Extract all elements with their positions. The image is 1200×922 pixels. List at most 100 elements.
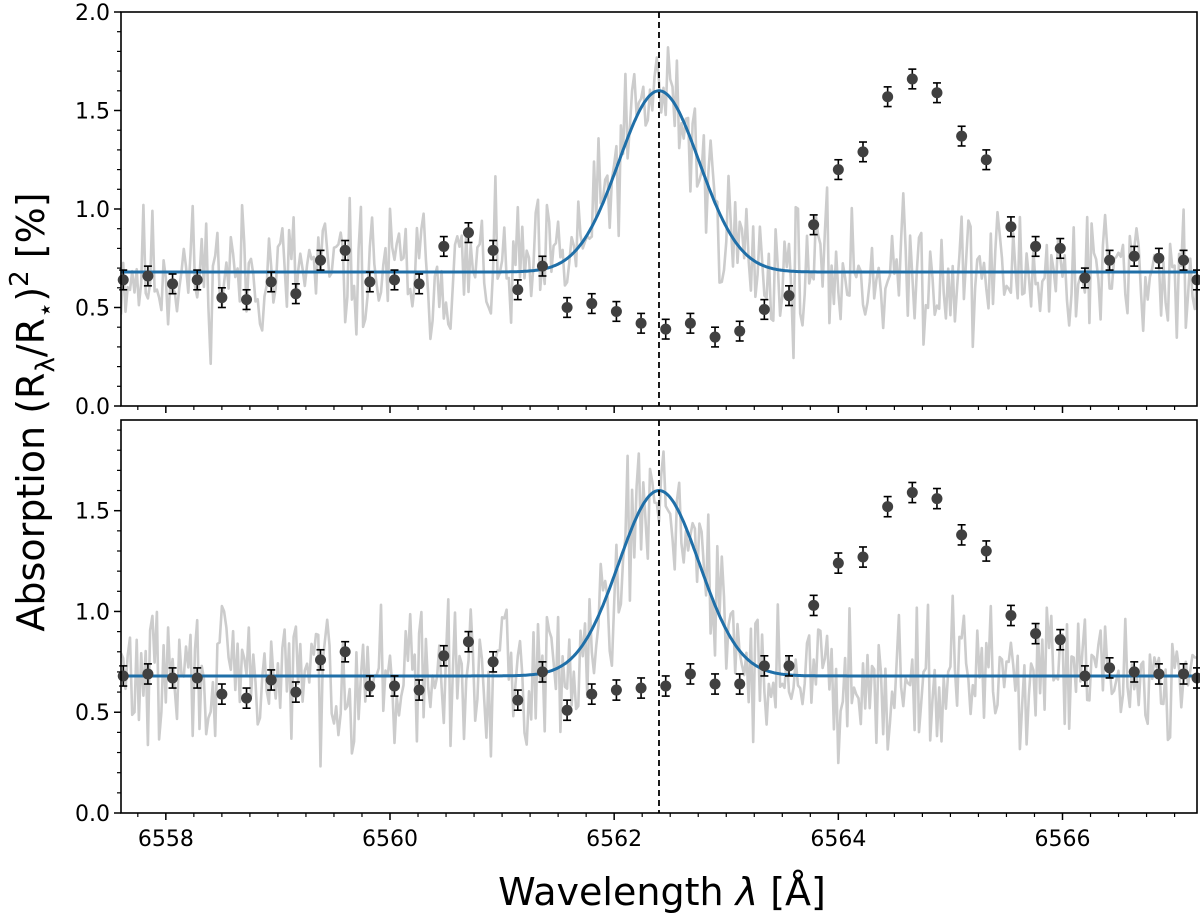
y-axis-label: Absorption (Rλ/R⋆)2 [%]	[5, 192, 61, 631]
data-point	[167, 672, 179, 684]
x-axis-label: Wavelength λ [Å]	[498, 870, 826, 914]
data-point	[290, 288, 302, 300]
data-point	[1005, 609, 1017, 621]
binned-points-bottom	[117, 481, 1200, 722]
data-point	[906, 487, 918, 499]
data-point	[1104, 254, 1116, 266]
y-tick-label: 1.0	[75, 600, 110, 625]
data-point	[536, 666, 548, 678]
data-point	[290, 686, 302, 698]
x-tick-label: 6558	[138, 827, 194, 852]
data-point	[956, 529, 968, 541]
data-point	[1030, 240, 1042, 252]
y-tick-label: 0.0	[75, 395, 110, 420]
data-point	[142, 270, 154, 282]
x-tick-label: 6562	[586, 827, 642, 852]
data-point	[709, 678, 721, 690]
x-tick-label: 6560	[362, 827, 418, 852]
y-tick-label: 1.5	[75, 500, 110, 525]
plot-frame	[120, 419, 1198, 814]
data-point	[906, 73, 918, 85]
data-point	[241, 692, 253, 704]
data-point	[808, 219, 820, 231]
data-point	[1178, 668, 1190, 680]
data-point	[487, 656, 499, 668]
data-point	[142, 668, 154, 680]
data-point	[783, 660, 795, 672]
data-point	[315, 654, 327, 666]
data-point	[117, 274, 129, 286]
x-tick-label: 6566	[1035, 827, 1091, 852]
axes-top: 0.0 0.5 1.0 1.5 2.0	[75, 1, 1198, 420]
data-point	[956, 130, 968, 142]
data-point	[216, 292, 228, 304]
data-point	[512, 284, 524, 296]
data-point	[980, 154, 992, 166]
data-point	[660, 323, 672, 335]
data-point	[758, 660, 770, 672]
y-tick-label: 0.5	[75, 701, 110, 726]
data-point	[265, 276, 277, 288]
data-point	[1153, 668, 1165, 680]
data-point	[1128, 666, 1140, 678]
data-point	[931, 87, 943, 99]
raw-spectrum-top	[121, 45, 1197, 366]
y-tick-label: 1.0	[75, 198, 110, 223]
data-point	[462, 227, 474, 239]
binned-points-top	[117, 68, 1200, 348]
data-point	[241, 294, 253, 306]
data-point	[438, 650, 450, 662]
fit-curve	[121, 89, 1197, 274]
data-point	[1054, 634, 1066, 646]
data-point	[734, 325, 746, 337]
data-point	[364, 680, 376, 692]
data-point	[561, 302, 573, 313]
x-tick-label: 6564	[810, 827, 866, 852]
data-point	[980, 545, 992, 557]
data-point	[882, 501, 894, 513]
data-point	[684, 317, 696, 329]
data-point	[832, 164, 844, 176]
data-point	[413, 684, 425, 696]
data-point	[438, 240, 450, 252]
data-point	[709, 331, 721, 343]
data-point	[808, 599, 820, 611]
data-point	[857, 146, 869, 158]
data-point	[462, 636, 474, 648]
data-point	[1054, 242, 1066, 254]
data-point	[586, 688, 598, 700]
data-point	[536, 260, 548, 272]
data-point	[561, 704, 573, 716]
raw-spectrum-line	[121, 45, 1197, 366]
data-point	[1191, 274, 1200, 286]
y-tick-label: 2.0	[75, 1, 110, 26]
data-point	[783, 290, 795, 302]
data-point	[1030, 628, 1042, 640]
axes-bottom: 0.0 0.5 1.0 1.5 6558 6560 6562 6564 6566	[75, 419, 1198, 852]
data-point	[586, 298, 598, 310]
data-point	[734, 678, 746, 690]
data-point	[857, 551, 869, 563]
data-point	[684, 668, 696, 680]
data-point	[635, 317, 647, 329]
y-tick-label: 1.5	[75, 100, 110, 125]
data-point	[1104, 662, 1116, 674]
top-panel: 0.0 0.5 1.0 1.5 2.0	[75, 1, 1200, 420]
data-point	[388, 274, 400, 286]
data-point	[1079, 670, 1091, 682]
data-point	[1079, 272, 1091, 284]
data-point	[832, 557, 844, 569]
data-point	[413, 278, 425, 290]
data-point	[1005, 221, 1017, 233]
data-point	[388, 680, 400, 692]
gaussian-fit-top	[121, 89, 1197, 274]
data-point	[191, 672, 203, 684]
data-point	[610, 684, 622, 696]
data-point	[512, 694, 524, 706]
data-point	[1128, 250, 1140, 262]
data-point	[882, 91, 894, 103]
y-tick-label: 0.0	[75, 802, 110, 827]
data-point	[487, 244, 499, 256]
